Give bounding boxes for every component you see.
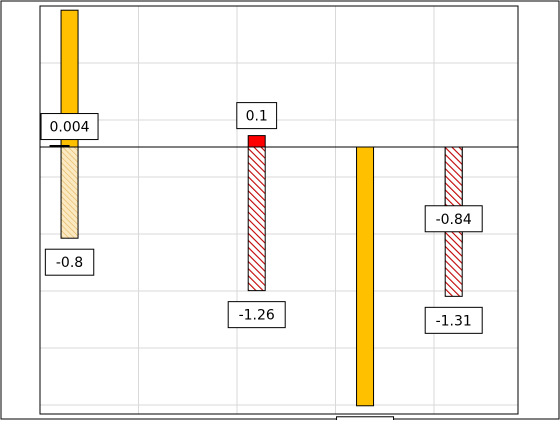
data-label: 0.1: [236, 102, 278, 130]
data-label-text: -1.26: [239, 308, 275, 324]
data-label-text: -1.31: [436, 313, 472, 329]
data-label-box: [424, 205, 483, 233]
data-label-box: [44, 248, 95, 276]
data-label-text: -0.8: [56, 255, 83, 271]
data-label: -0.84: [424, 205, 483, 233]
bar-hatched-red: [247, 146, 266, 292]
data-label: 0.004: [40, 113, 99, 141]
plot-area-frame: [39, 5, 519, 415]
data-label: -1.26: [227, 301, 286, 329]
data-label-box: [40, 113, 99, 141]
bar-hatched-yellow: [60, 146, 79, 239]
gridlines: [40, 6, 518, 414]
data-label-box: [227, 301, 286, 329]
data-label-text: 0.1: [246, 109, 268, 125]
data-label: -1.31: [424, 306, 483, 334]
bar-solid-red: [247, 135, 266, 148]
data-label-text: -0.84: [436, 212, 472, 228]
data-label-box: [236, 102, 278, 130]
data-label-box: [424, 306, 483, 334]
data-label: -0.8: [44, 248, 95, 276]
bar-solid-yellow: [356, 146, 375, 407]
bars: [49, 9, 463, 407]
data-label-text: 0.004: [50, 120, 90, 136]
